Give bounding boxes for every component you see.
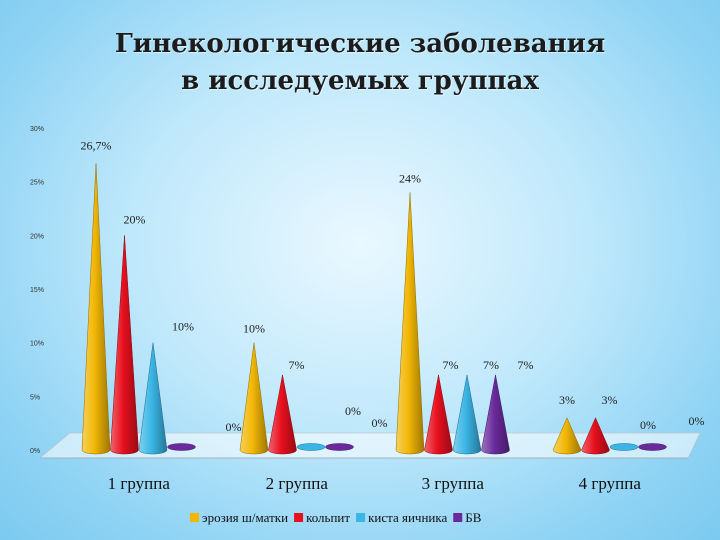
y-tick-label: 30% xyxy=(30,126,44,133)
legend-label: БВ xyxy=(465,510,481,525)
legend: эрозия ш/матки кольпит киста яичника БВ xyxy=(190,510,482,525)
data-label: 0% xyxy=(689,414,705,428)
cone-1-3 xyxy=(138,342,168,455)
cone-4-2 xyxy=(581,417,610,455)
chart-marks xyxy=(81,163,667,455)
data-label: 26,7% xyxy=(81,138,112,152)
data-label: 7% xyxy=(443,358,459,372)
legend-swatch xyxy=(356,513,366,522)
data-label: 20% xyxy=(124,212,146,226)
chart-title-line-1: Гинекологические заболевания xyxy=(114,29,606,59)
y-tick-label: 20% xyxy=(30,233,44,240)
chart-floor xyxy=(38,432,701,459)
data-label: 0% xyxy=(372,416,388,430)
category-label: 2 группа xyxy=(266,474,329,493)
category-label: 1 группа xyxy=(108,474,171,493)
data-label: 3% xyxy=(559,393,575,407)
y-tick-label: 15% xyxy=(30,287,44,294)
category-label: 3 группа xyxy=(422,474,485,493)
legend-label: эрозия ш/матки xyxy=(202,510,288,525)
data-label: 3% xyxy=(602,393,618,407)
flat-disc-4-3 xyxy=(609,443,639,451)
legend-item: эрозия ш/матки xyxy=(190,510,288,525)
y-tick-label: 25% xyxy=(30,180,44,187)
cone-3-3 xyxy=(452,374,482,455)
legend-item: киста яичника xyxy=(356,510,447,525)
legend-swatch xyxy=(294,513,304,522)
y-axis: 0% 5% 10% 15% 20% 25% 30% xyxy=(30,126,44,455)
cone-2-2 xyxy=(268,374,297,455)
legend-swatch xyxy=(453,513,463,522)
data-label: 0% xyxy=(226,420,242,434)
flat-disc-2-3 xyxy=(296,443,326,451)
cone-3-1 xyxy=(395,192,425,455)
category-label: 4 группа xyxy=(579,474,642,493)
y-tick-label: 10% xyxy=(30,341,44,348)
legend-label: кольпит xyxy=(306,510,350,525)
flat-disc-1-4 xyxy=(167,443,196,451)
legend-item: кольпит xyxy=(294,510,350,525)
cone-4-1 xyxy=(552,417,582,455)
data-label: 7% xyxy=(289,358,305,372)
chart-title: Гинекологические заболевания в исследуем… xyxy=(0,26,720,100)
cone-2-1 xyxy=(239,342,269,455)
flat-disc-2-4 xyxy=(325,443,354,451)
legend-label: киста яичника xyxy=(368,510,447,525)
y-tick-label: 0% xyxy=(30,448,40,455)
data-label: 7% xyxy=(483,358,499,372)
data-label: 24% xyxy=(399,171,421,185)
data-label: 0% xyxy=(345,404,361,418)
flat-disc-4-4 xyxy=(638,443,667,451)
y-tick-label: 5% xyxy=(30,394,40,401)
data-label: 10% xyxy=(243,322,265,336)
x-axis-categories: 1 группа 2 группа 3 группа 4 группа xyxy=(108,474,642,493)
data-labels: 26,7% 20% 10% 0% 10% 7% 0% 0% 24% 7% 7% 7% 3% 3% 0% 0% xyxy=(81,138,705,434)
data-label: 10% xyxy=(172,320,194,334)
legend-swatch xyxy=(190,513,199,522)
cone-3-4 xyxy=(481,374,510,455)
legend-item: БВ xyxy=(453,510,482,525)
data-label: 7% xyxy=(518,358,534,372)
cone-1-1 xyxy=(81,163,111,455)
data-label: 0% xyxy=(640,418,656,432)
chart-title-line-2: в исследуемых группах xyxy=(181,66,539,96)
cone-1-2 xyxy=(110,235,139,455)
cone-3-2 xyxy=(424,374,453,455)
